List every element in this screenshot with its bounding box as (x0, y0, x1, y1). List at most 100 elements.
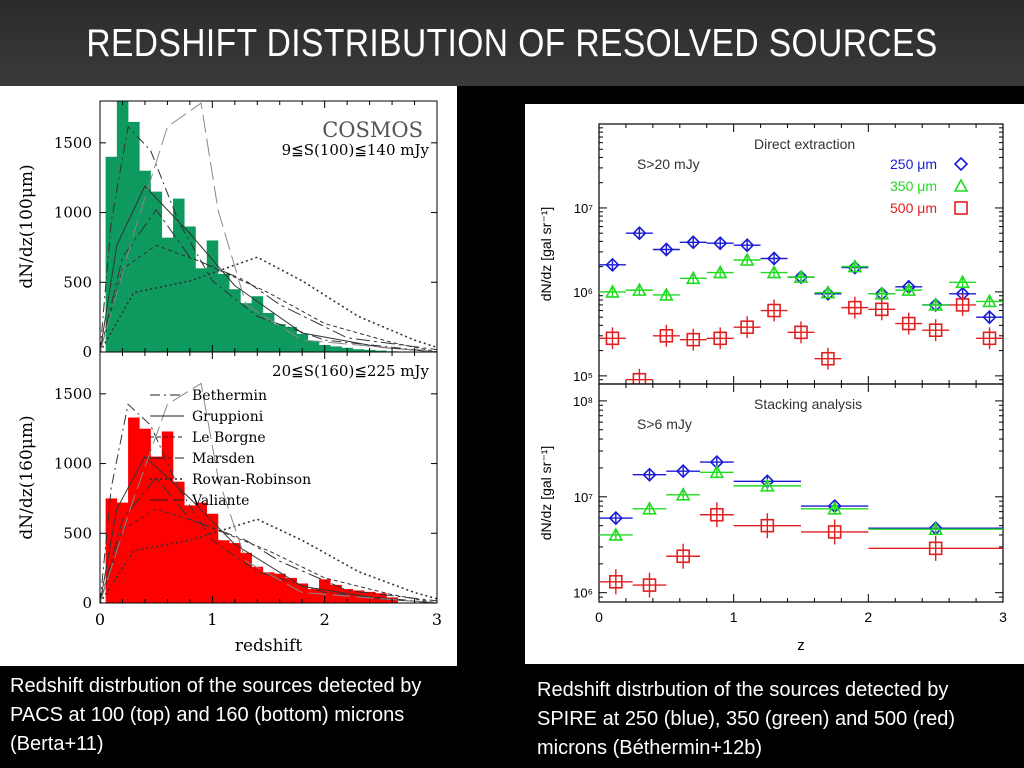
legend-label: 250 μm (890, 156, 937, 172)
data-point-500um (955, 298, 970, 312)
histogram-bar (262, 312, 275, 352)
model-curve (100, 256, 437, 352)
x-tick-label: 1 (207, 610, 217, 629)
histogram-bar (195, 502, 208, 603)
data-point-500um (686, 332, 701, 347)
data-point-350um (766, 264, 782, 279)
legend-label: Rowan-Robinson (192, 472, 311, 488)
data-point-350um (605, 284, 620, 298)
y-tick-label: 500 (63, 273, 92, 291)
x-axis-label: z (797, 637, 805, 654)
plot-frame (99, 351, 438, 604)
data-point-500um (982, 331, 997, 346)
data-point-500um (821, 351, 835, 366)
histogram-bar (330, 346, 342, 352)
data-point-500um (676, 549, 690, 564)
legend-label: Valiante (191, 493, 249, 509)
y-tick-label: 10⁸ (573, 394, 593, 409)
x-tick-label: 3 (999, 609, 1007, 625)
legend-label: Bethermin (192, 388, 267, 404)
x-tick-label: 2 (864, 609, 872, 625)
flux-cut-annotation: S>20 mJy (637, 156, 700, 172)
data-point-350um (759, 478, 775, 492)
data-point-500um (659, 329, 674, 343)
data-point-250um (659, 242, 674, 257)
y-tick-label: 500 (63, 524, 92, 542)
histogram-bar (173, 481, 185, 603)
selection-annotation: 9≦S(100)≦140 mJy (282, 141, 430, 159)
data-point-350um (901, 282, 917, 296)
model-curve (100, 244, 437, 352)
data-point-500um (928, 323, 943, 337)
model-curve (100, 185, 437, 352)
y-tick-label: 10⁷ (574, 490, 593, 505)
plot-area (599, 226, 1003, 384)
data-point-500um (827, 525, 842, 539)
data-point-250um (686, 235, 701, 250)
histogram-bar (229, 543, 241, 603)
histogram-bar (352, 349, 365, 352)
data-point-500um (767, 303, 781, 318)
plot-frame (598, 383, 1004, 603)
histogram-bar (105, 156, 118, 352)
y-axis-label: dN/dz(100μm) (17, 164, 37, 288)
plot-area (100, 101, 437, 352)
model-curve (100, 518, 437, 603)
histogram-bar (217, 540, 230, 603)
data-point-350um (709, 464, 725, 479)
data-point-500um (928, 541, 943, 556)
data-point-250um (847, 260, 862, 275)
caption-left: Redshift distrbution of the sources dete… (10, 675, 422, 755)
data-point-250um (642, 467, 657, 482)
y-tick-label: 10⁶ (573, 586, 593, 601)
data-point-250um (676, 464, 691, 479)
histogram-bar (307, 340, 320, 352)
histogram-bar (184, 226, 196, 352)
flux-cut-annotation: S>6 mJy (637, 416, 692, 432)
histogram-bar (206, 240, 219, 352)
model-curve (100, 476, 437, 603)
histogram-bar (251, 296, 264, 352)
histogram-bar (330, 584, 342, 603)
histogram-bar (139, 170, 151, 352)
data-point-500um (713, 331, 727, 346)
data-point-350um (632, 282, 647, 296)
y-tick-label: 1500 (54, 385, 92, 403)
panel-title: Stacking analysis (754, 396, 862, 412)
histogram-bar (184, 505, 196, 603)
data-point-250um (605, 257, 620, 272)
legend-square-icon (954, 201, 968, 215)
data-point-350um (658, 287, 674, 301)
legend-label: Gruppioni (192, 409, 264, 425)
histogram-bar (251, 566, 264, 603)
model-curve (100, 382, 437, 603)
plot-area (100, 382, 437, 603)
histogram-bar (128, 121, 140, 352)
data-point-350um (739, 252, 755, 266)
data-point-500um (632, 372, 647, 384)
histogram-bar (128, 417, 140, 603)
data-point-250um (740, 238, 755, 253)
y-tick-label: 0 (82, 594, 92, 612)
data-point-250um (982, 310, 997, 325)
data-point-350um (608, 527, 624, 541)
data-point-500um (740, 320, 754, 334)
model-curve (100, 208, 437, 352)
data-point-250um (793, 269, 809, 285)
histogram-bar (262, 572, 275, 603)
data-point-350um (982, 293, 997, 308)
data-point-350um (675, 487, 691, 501)
x-tick-label: 2 (320, 610, 330, 629)
y-tick-label: 1500 (54, 134, 92, 152)
selection-annotation: 20≦S(160)≦225 mJy (272, 362, 429, 380)
model-curve (100, 455, 437, 603)
y-axis-label: dN/dz [gal sr⁻¹] (538, 207, 554, 302)
histogram-bar (296, 583, 309, 603)
histogram-bar (206, 513, 219, 603)
y-tick-label: 0 (82, 343, 92, 361)
histogram-bar (274, 324, 286, 352)
data-point-500um (642, 578, 657, 592)
data-point-500um (605, 331, 620, 346)
histogram-bar (319, 579, 331, 603)
data-point-250um (713, 236, 728, 251)
